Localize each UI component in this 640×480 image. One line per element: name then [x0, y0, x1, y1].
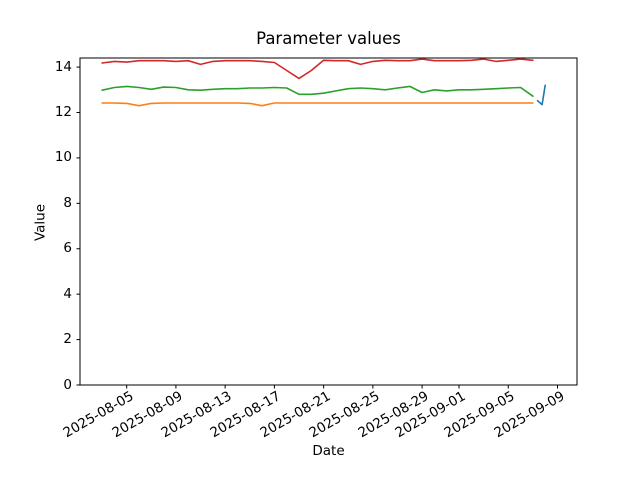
- y-tick-label: 6: [63, 240, 72, 257]
- y-tick-label: 12: [54, 104, 72, 120]
- y-tick-label: 2: [63, 331, 72, 348]
- y-tick-label: 8: [63, 194, 72, 211]
- axes-frame: [79, 57, 578, 386]
- red-series-line: [101, 58, 534, 80]
- y-tick-label: 14: [54, 58, 72, 75]
- y-tick-label: 0: [63, 376, 72, 393]
- x-axis-label: Date: [312, 443, 345, 459]
- orange-series-line: [101, 102, 534, 107]
- chart-title: Parameter values: [256, 29, 401, 48]
- y-tick-label: 10: [54, 149, 72, 166]
- green-series-line: [101, 85, 534, 97]
- y-tick-label: 4: [63, 285, 72, 302]
- blue-series-line: [536, 84, 547, 106]
